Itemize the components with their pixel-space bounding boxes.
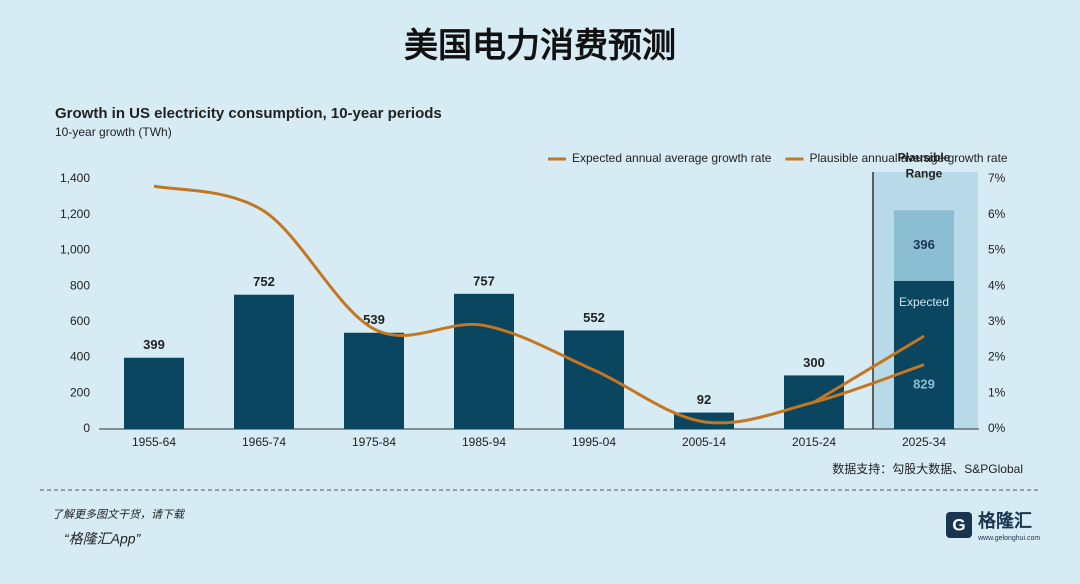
y2-tick-label: 5%	[988, 243, 1006, 257]
x-tick-label: 1995-04	[572, 435, 616, 449]
y2-tick-label: 2%	[988, 350, 1006, 364]
y2-tick-label: 4%	[988, 278, 1006, 292]
line-series	[813, 334, 925, 404]
y-tick-label: 1,000	[60, 243, 90, 257]
chart-subtitle: 10-year growth (TWh)	[55, 125, 172, 139]
source: 数据支持：勾股大数据、S&PGlobal	[832, 461, 1023, 476]
x-tick-label: 1985-94	[462, 435, 506, 449]
y2-tick-label: 6%	[988, 207, 1006, 221]
y-tick-label: 1,400	[60, 171, 90, 185]
x-tick-label: 2005-14	[682, 435, 726, 449]
x-tick-label: 2015-24	[792, 435, 836, 449]
y-tick-label: 800	[70, 278, 90, 292]
bar	[454, 293, 514, 429]
data-label: 757	[473, 273, 495, 288]
series-label: Plausible Range	[898, 150, 951, 180]
data-label: 829	[913, 376, 935, 391]
y2-tick-label: 7%	[988, 171, 1006, 185]
data-label: 399	[143, 337, 165, 352]
logo-icon	[946, 512, 972, 538]
bar	[124, 357, 184, 429]
x-tick-label: 2025-34	[902, 435, 946, 449]
y2-tick-label: 0%	[988, 421, 1006, 435]
page-title: 美国电力消费预测	[404, 27, 676, 65]
bar	[894, 210, 954, 281]
bar	[344, 332, 404, 429]
y-tick-label: 200	[70, 385, 90, 399]
logo-site: www.gelonghui.com	[977, 535, 1040, 542]
y2-tick-label: 1%	[988, 385, 1006, 399]
legend-label: Expected annual average growth rate	[572, 151, 772, 165]
x-tick-label: 1975-84	[352, 435, 396, 449]
x-tick-label: 1955-64	[132, 435, 176, 449]
data-label: 752	[253, 274, 275, 289]
y-tick-label: 600	[70, 314, 90, 328]
y-tick-label: 0	[83, 421, 90, 435]
data-label: 539	[363, 312, 385, 327]
data-label: 552	[583, 310, 605, 325]
footer-line2: “格隆汇App”	[64, 531, 142, 547]
logo-g: G	[952, 515, 965, 534]
logo-text: 格隆汇	[978, 510, 1032, 531]
data-label: 92	[697, 392, 711, 407]
y-tick-label: 400	[70, 350, 90, 364]
footer-line1: 了解更多图文干货，请下载	[52, 508, 186, 521]
y-tick-label: 1,200	[60, 207, 90, 221]
data-label: 396	[913, 237, 935, 252]
legend-label: Plausible annual average growth rate	[809, 151, 1007, 165]
x-tick-label: 1965-74	[242, 435, 286, 449]
data-label: 300	[803, 355, 825, 370]
series-label: Expected	[899, 295, 949, 309]
line-series	[153, 184, 925, 425]
y2-tick-label: 3%	[988, 314, 1006, 328]
bar	[894, 280, 954, 429]
chart: 0 200 400 600 800 1,000 1,200 1,400 0% 1% 2% 3% 4% 5%…	[60, 150, 1008, 449]
chart-title: Growth in US electricity consumption, 10…	[55, 105, 442, 122]
bar	[234, 294, 294, 429]
